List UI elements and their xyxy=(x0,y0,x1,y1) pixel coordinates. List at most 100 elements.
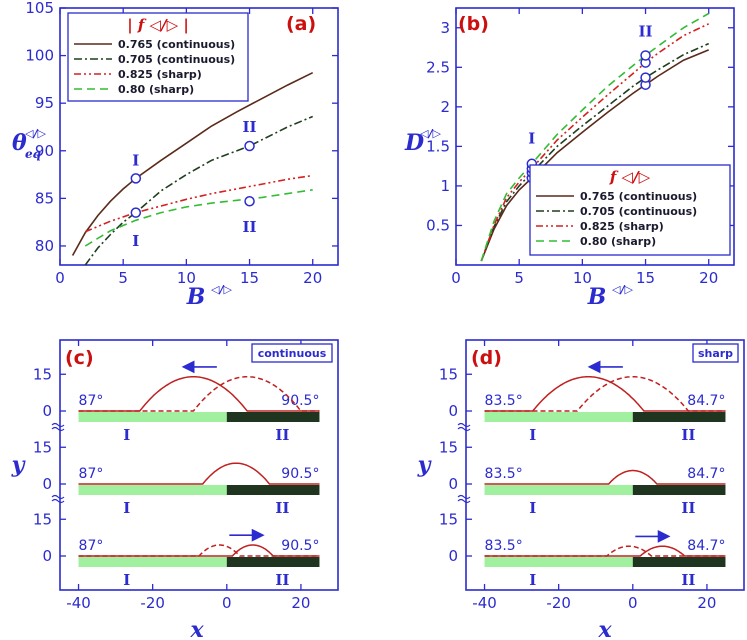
panel-label: (b) xyxy=(458,13,489,35)
mode-label: sharp xyxy=(698,347,733,360)
x-tick-label: 20 xyxy=(303,269,322,287)
substrate-hydrophilic xyxy=(484,485,633,495)
mode-label: continuous xyxy=(258,347,327,360)
series-line xyxy=(84,189,313,247)
plot-frame xyxy=(59,339,339,591)
legend-title: | f ◁/▷ | xyxy=(127,16,189,34)
x-tick-label: 10 xyxy=(177,269,196,287)
y-tick-label: 95 xyxy=(35,94,54,112)
series-line xyxy=(480,49,710,262)
substrate-hydrophobic xyxy=(226,485,320,495)
region-label-right: II xyxy=(275,426,289,444)
y-tick-label: 2 xyxy=(440,98,450,116)
y-tick-label: 100 xyxy=(25,47,54,65)
legend: f ◁/▷ 0.765 (continuous) 0.705 (continuous… xyxy=(529,164,731,256)
x-tick-label: 0 xyxy=(628,594,638,612)
y-tick-label: 3 xyxy=(440,19,450,37)
contact-angle-right: 90.5° xyxy=(281,466,319,482)
substrate-hydrophilic xyxy=(78,412,227,422)
y-axis-label: y xyxy=(11,452,27,478)
x-tick-label: 20 xyxy=(699,269,718,287)
y-tick-label: 1 xyxy=(440,177,450,195)
substrate-hydrophilic xyxy=(78,485,227,495)
marker-label: I xyxy=(132,151,139,169)
data-marker xyxy=(130,173,142,184)
y-tick-label: 1.5 xyxy=(426,137,450,155)
x-tick-label: 0 xyxy=(451,269,461,287)
substrate-hydrophilic xyxy=(78,557,227,567)
y-tick-label: 15 xyxy=(439,510,458,528)
panel-label: (c) xyxy=(65,347,94,369)
droplet-profile xyxy=(484,469,726,485)
x-tick-label: -40 xyxy=(66,594,91,612)
x-axis-label-sup: ◁/▷ xyxy=(612,283,633,296)
region-label-right: II xyxy=(681,426,695,444)
x-tick-label: 5 xyxy=(118,269,128,287)
contact-angle-left: 87° xyxy=(79,466,104,482)
plot-frame xyxy=(59,7,339,266)
region-label-left: I xyxy=(123,426,130,444)
group-label: I xyxy=(528,129,535,147)
marker-label: II xyxy=(243,118,257,136)
region-label-left: I xyxy=(529,499,536,517)
y-tick-label: 0 xyxy=(448,547,458,565)
substrate-hydrophobic xyxy=(226,412,320,422)
legend-entry: 0.705 (continuous) xyxy=(580,205,697,218)
contact-angle-right: 90.5° xyxy=(281,393,319,409)
series-line xyxy=(480,42,710,262)
data-marker xyxy=(640,50,651,61)
y-tick-label: 0.5 xyxy=(426,216,450,234)
mode-box xyxy=(692,343,739,363)
y-axis-label-sup: ◁/▷ xyxy=(420,127,441,140)
marker-label: I xyxy=(132,232,139,250)
region-label-right: II xyxy=(681,499,695,517)
x-tick-label: 10 xyxy=(573,269,592,287)
group-label: II xyxy=(639,23,653,41)
x-tick-label: 20 xyxy=(697,594,716,612)
droplet-profile-previous xyxy=(484,545,726,557)
y-tick-label: 90 xyxy=(35,142,54,160)
series-line xyxy=(71,71,314,256)
plot-frame xyxy=(455,7,735,266)
region-label-left: I xyxy=(123,499,130,517)
y-tick-label: 15 xyxy=(439,365,458,383)
legend: | f ◁/▷ | 0.765 (continuous) 0.705 (contin… xyxy=(67,12,249,102)
droplet-profile xyxy=(78,375,320,412)
mode-box xyxy=(251,343,333,363)
panel-label: (d) xyxy=(471,347,502,369)
y-tick-label: 80 xyxy=(35,237,54,255)
droplet-profile xyxy=(484,545,726,557)
droplet-profile xyxy=(484,375,726,412)
y-axis-label: θ xyxy=(12,130,27,156)
legend-title: f ◁/▷ xyxy=(609,168,651,186)
y-tick-label: 0 xyxy=(42,475,52,493)
y-axis-label-sup: ◁/▷ xyxy=(25,127,46,140)
x-axis-label: x xyxy=(597,617,612,640)
series-line xyxy=(84,174,313,233)
x-axis-label: x xyxy=(189,617,204,640)
x-axis-label-sup: ◁/▷ xyxy=(211,283,232,296)
y-tick-label: 85 xyxy=(35,189,54,207)
y-tick-label: 2.5 xyxy=(426,58,450,76)
y-tick-label: 105 xyxy=(25,0,54,17)
region-label-right: II xyxy=(275,499,289,517)
panel-label: (a) xyxy=(286,13,316,35)
legend-entry: 0.765 (continuous) xyxy=(580,190,697,203)
contact-angle-right: 84.7° xyxy=(687,538,725,554)
region-label-right: II xyxy=(681,571,695,589)
series-line xyxy=(84,115,314,266)
substrate-hydrophobic xyxy=(632,412,726,422)
contact-angle-left: 83.5° xyxy=(485,393,523,409)
x-tick-label: -40 xyxy=(472,594,497,612)
plot-frame xyxy=(465,339,745,591)
y-axis-label: y xyxy=(417,452,433,478)
x-axis-label: B xyxy=(186,284,206,310)
y-tick-label: 0 xyxy=(448,475,458,493)
data-marker xyxy=(244,195,255,207)
legend-box xyxy=(529,164,731,256)
x-tick-label: 5 xyxy=(514,269,524,287)
